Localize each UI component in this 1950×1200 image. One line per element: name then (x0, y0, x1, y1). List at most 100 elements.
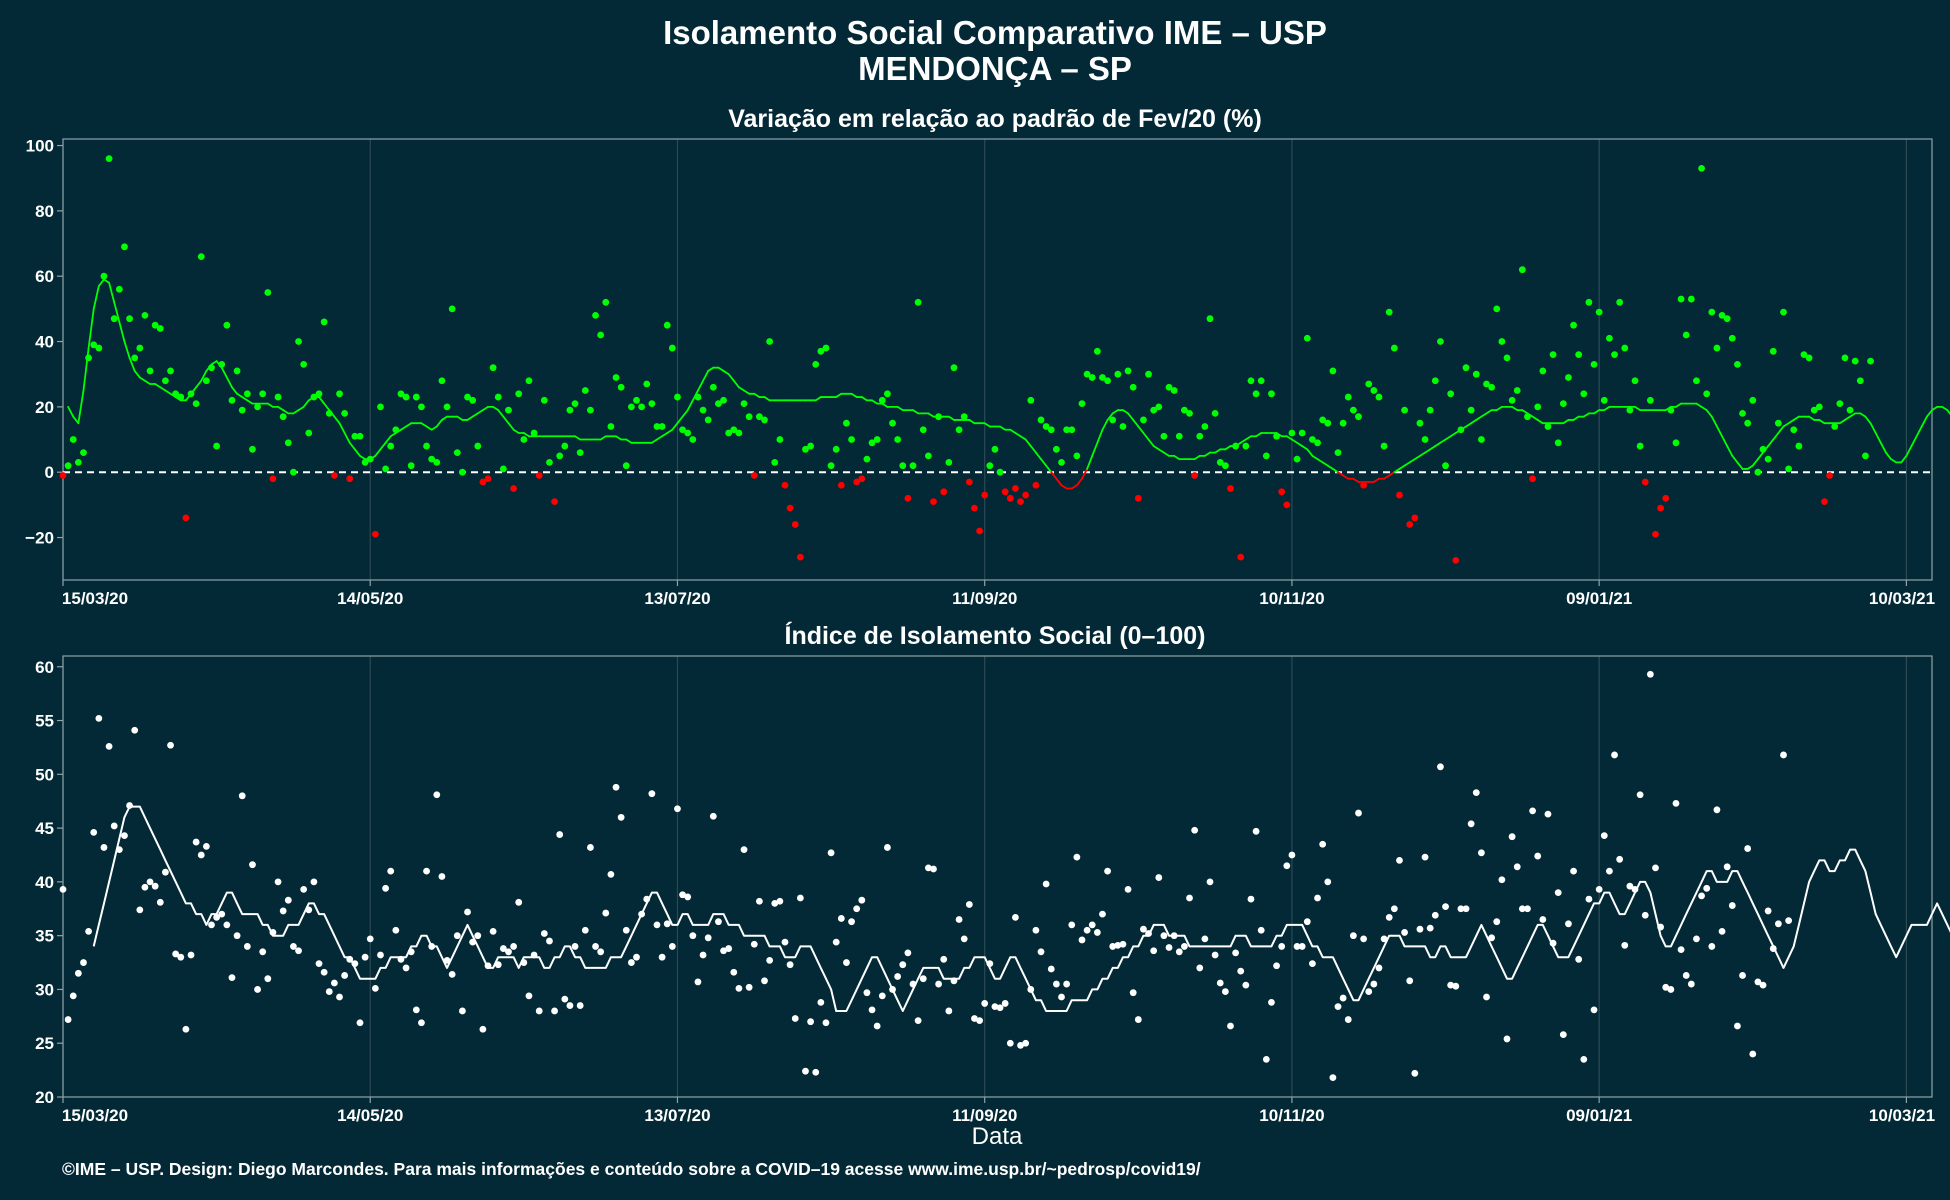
data-point (648, 790, 656, 798)
data-point (730, 968, 738, 976)
data-point (1114, 941, 1122, 949)
data-point (213, 442, 221, 450)
data-point (1616, 855, 1624, 863)
data-point (551, 1007, 558, 1015)
data-point (955, 916, 963, 923)
data-point (1006, 494, 1014, 502)
data-point (612, 783, 620, 791)
moving-average-segment (1157, 448, 1165, 454)
moving-average-segment (1096, 428, 1104, 444)
data-point (1718, 927, 1726, 935)
moving-average-segment (200, 370, 208, 382)
data-point (704, 934, 712, 942)
moving-average-segment (231, 386, 238, 395)
moving-average-segment (1465, 422, 1473, 428)
moving-average-segment (1746, 464, 1754, 470)
data-point (1585, 895, 1593, 903)
data-point (1662, 983, 1670, 991)
moving-average-segment (1792, 415, 1800, 421)
data-point (1524, 413, 1531, 421)
data-point (1606, 334, 1613, 342)
moving-average-segment (1285, 435, 1293, 441)
y-tick-label: 0 (45, 463, 54, 482)
moving-average-segment (72, 415, 80, 425)
data-point (489, 364, 497, 372)
moving-average-segment (1874, 432, 1882, 444)
data-point (771, 459, 779, 466)
data-point (464, 908, 471, 916)
moving-average-segment (1910, 435, 1918, 447)
data-point (1047, 426, 1055, 434)
data-point (761, 416, 768, 424)
data-point (238, 792, 246, 800)
data-point (1662, 494, 1670, 502)
data-point (1339, 994, 1347, 1002)
data-point (1134, 494, 1142, 502)
data-point (249, 445, 256, 453)
data-point (100, 272, 108, 280)
data-point (1262, 452, 1270, 460)
data-point (832, 445, 840, 453)
data-point (423, 442, 430, 450)
data-point (740, 846, 748, 854)
data-point (1396, 856, 1403, 864)
data-point (1687, 980, 1695, 988)
data-point (556, 831, 564, 838)
data-point (479, 1025, 487, 1033)
data-point (1262, 1055, 1270, 1063)
data-point (1083, 370, 1091, 378)
data-point (689, 436, 697, 443)
data-point (950, 977, 958, 985)
data-point (1232, 442, 1240, 450)
moving-average-segment (1086, 454, 1094, 470)
moving-average-segment (1782, 422, 1790, 428)
moving-average-segment (968, 419, 976, 425)
moving-average-segment (702, 370, 710, 382)
moving-average-segment (1142, 432, 1150, 441)
data-point (213, 913, 221, 921)
moving-average-segment (466, 415, 474, 421)
data-point (64, 462, 72, 470)
data-point (1595, 886, 1603, 893)
data-point (131, 726, 139, 734)
data-point (643, 895, 651, 903)
data-point (141, 883, 149, 891)
data-point (290, 468, 297, 476)
moving-average-segment (1920, 415, 1928, 428)
x-tick-label: 11/09/20 (952, 589, 1017, 608)
data-point (1411, 514, 1419, 522)
data-point (341, 410, 349, 417)
data-point (469, 938, 477, 946)
data-point (1759, 445, 1767, 453)
data-point (858, 896, 866, 904)
data-point (817, 347, 825, 355)
data-point (1375, 393, 1383, 401)
data-point (254, 986, 261, 993)
data-point (1206, 878, 1214, 886)
moving-average-segment (1562, 419, 1570, 425)
data-point (1682, 331, 1690, 339)
data-point (295, 947, 302, 955)
data-point (1447, 981, 1455, 989)
data-point (505, 406, 512, 414)
data-point (812, 361, 820, 368)
page-subtitle: MENDONÇA – SP (858, 50, 1132, 87)
moving-average-segment (860, 396, 868, 402)
data-point (1549, 939, 1557, 947)
data-point (74, 459, 82, 466)
data-point (914, 1017, 922, 1025)
data-point (1785, 465, 1793, 473)
data-point (1749, 396, 1757, 404)
data-point (1621, 344, 1629, 352)
y-tick-label: 80 (35, 202, 54, 221)
data-point (986, 960, 994, 968)
data-point (1309, 436, 1316, 443)
y-tick-label: 25 (35, 1034, 54, 1053)
data-point (494, 393, 502, 401)
moving-average-segment (277, 405, 285, 412)
data-point (750, 472, 758, 479)
data-point (1611, 751, 1618, 759)
data-point (1278, 943, 1286, 950)
data-point (976, 527, 983, 535)
data-point (1268, 998, 1275, 1006)
